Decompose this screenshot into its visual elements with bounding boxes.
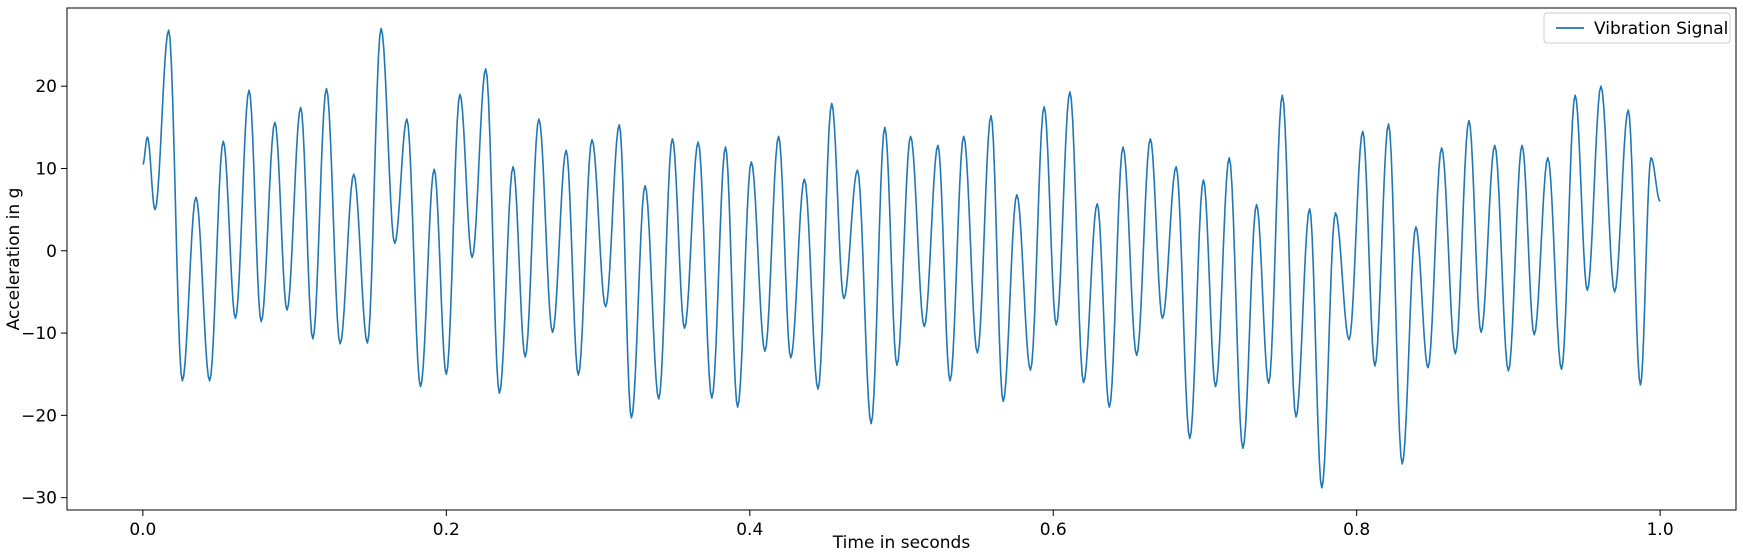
y-tick-label: −20 [21,406,57,426]
legend-label: Vibration Signal [1594,19,1728,39]
y-tick-label: 20 [35,77,57,97]
x-axis-label: Time in seconds [832,533,971,553]
plot-frame [66,7,1737,511]
x-tick-label: 0.4 [736,520,763,540]
series-line-vibration-signal [142,27,1661,489]
x-tick-label: 0.6 [1040,520,1067,540]
y-axis-label: Acceleration in g [4,188,24,331]
x-tick-label: 0.2 [433,520,460,540]
x-tick-label: 1.0 [1647,520,1674,540]
legend: Vibration Signal [1543,12,1731,44]
y-tick-label: 0 [46,242,57,262]
x-tick-label: 0.8 [1343,520,1370,540]
legend-box [1543,12,1731,44]
y-tick-label: −10 [21,324,57,344]
x-tick-label: 0.0 [129,520,156,540]
x-axis-ticks: 0.0 0.2 0.4 0.6 0.8 1.0 [129,510,1674,540]
y-axis-ticks: −30 −20 −10 0 10 20 [21,77,67,509]
y-tick-label: −30 [21,489,57,509]
plot-background [67,8,1736,510]
y-tick-label: 10 [35,159,57,179]
